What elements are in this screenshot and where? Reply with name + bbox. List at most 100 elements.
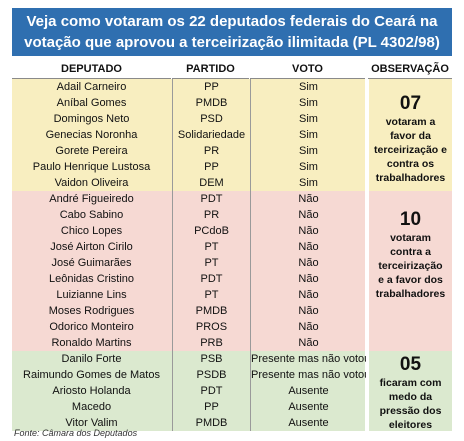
table-row: Macedo PP Ausente [12, 399, 365, 415]
contra-line: trabalhadores [375, 288, 446, 300]
deputado-cell: Ariosto Holanda [52, 385, 131, 397]
deputado-cell: Luizianne Lins [56, 289, 127, 301]
favor-line: contra os [386, 158, 435, 170]
voto-cell: Não [250, 191, 366, 207]
contra-line: e a favor dos [378, 274, 443, 286]
voto-cell: Ausente [250, 399, 366, 415]
deputado-cell: Vaidon Oliveira [54, 177, 129, 189]
partido-cell: DEM [172, 175, 250, 191]
contra-line: votaram [390, 232, 431, 244]
voto-cell: Sim [250, 175, 366, 191]
voto-cell: Sim [250, 127, 366, 143]
deputado-cell: Moses Rodrigues [48, 305, 135, 317]
voto-cell: Não [250, 271, 366, 287]
deputado-cell: Leônidas Cristino [49, 273, 134, 285]
table-row: Danilo Forte PSB Presente mas não votou [12, 351, 366, 367]
partido-cell: PMDB [172, 303, 250, 319]
table-row: Odorico Monteiro PROS Não [12, 319, 365, 335]
deputado-cell: Genecias Noronha [45, 129, 138, 141]
deputado-cell: José Airton Cirilo [50, 241, 133, 253]
deputado-cell: José Guimarães [51, 257, 132, 269]
partido-cell: Solidariedade [172, 127, 250, 143]
voto-cell: Sim [250, 143, 366, 159]
partido-cell: PSD [172, 111, 250, 127]
deputado-cell: Paulo Henrique Lustosa [32, 161, 151, 173]
partido-cell: PROS [172, 319, 250, 335]
favor-line: trabalhadores [375, 172, 446, 184]
deputado-cell: Ronaldo Martins [51, 337, 132, 349]
table-row: Genecias Noronha Solidariedade Sim [12, 127, 365, 143]
deputado-cell: Domingos Neto [53, 113, 130, 125]
deputado-cell: Aníbal Gomes [56, 97, 127, 109]
partido-cell: PP [172, 79, 250, 95]
deputado-cell: Adail Carneiro [56, 81, 127, 93]
favor-count: 07 [399, 93, 422, 114]
contra-count: 10 [399, 209, 422, 230]
partido-cell: PMDB [172, 95, 250, 111]
deputado-cell: Raimundo Gomes de Matos [23, 369, 160, 381]
header-observacao: OBSERVAÇÃO [368, 61, 452, 79]
partido-cell: PR [172, 143, 250, 159]
voto-cell: Não [250, 287, 366, 303]
favor-line: terceirização e [374, 144, 447, 156]
voto-cell: Sim [250, 95, 366, 111]
partido-cell: PDT [172, 191, 250, 207]
partido-cell: PSDB [172, 367, 250, 383]
table-row: Vaidon Oliveira DEM Sim [12, 175, 365, 191]
header-partido: PARTIDO [172, 61, 249, 79]
partido-cell: PDT [172, 383, 250, 399]
partido-cell: PSB [172, 351, 250, 367]
header-deputado: DEPUTADO [12, 61, 171, 79]
source-note: Fonte: Câmara dos Deputados [14, 428, 138, 438]
favor-line: votaram a [385, 116, 436, 128]
observation-ausente: 05 ficaram com medo da pressão dos eleit… [369, 351, 452, 431]
deputado-cell: Odorico Monteiro [49, 321, 134, 333]
voto-cell: Não [250, 335, 366, 351]
table-row: José Guimarães PT Não [12, 255, 365, 271]
voto-cell: Ausente [250, 415, 366, 431]
voto-cell: Presente mas não votou [250, 351, 366, 367]
voto-cell: Sim [250, 79, 366, 95]
partido-cell: PP [172, 159, 250, 175]
partido-cell: PMDB [172, 415, 250, 431]
table-row: Aníbal Gomes PMDB Sim [12, 95, 365, 111]
partido-cell: PT [172, 255, 250, 271]
partido-cell: PT [172, 287, 250, 303]
deputado-cell: Macedo [71, 401, 112, 413]
table-row: Ronaldo Martins PRB Não [12, 335, 365, 351]
partido-cell: PR [172, 207, 250, 223]
voto-cell: Não [250, 239, 366, 255]
observation-contra: 10 votaram contra a terceirização e a fa… [369, 191, 452, 351]
voto-cell: Não [250, 303, 366, 319]
table-row: Ariosto Holanda PDT Ausente [12, 383, 365, 399]
page-title: Veja como votaram os 22 deputados federa… [12, 8, 452, 56]
table-row: Domingos Neto PSD Sim [12, 111, 365, 127]
ausente-count: 05 [399, 354, 422, 375]
title-line-2: votação que aprovou a terceirização ilim… [24, 34, 440, 51]
table-row: Cabo Sabino PR Não [12, 207, 365, 223]
contra-line: contra a [390, 246, 431, 258]
observation-favor: 07 votaram a favor da terceirização e co… [369, 79, 452, 191]
title-line-1: Veja como votaram os 22 deputados federa… [26, 13, 438, 30]
table-row: Gorete Pereira PR Sim [12, 143, 365, 159]
table-row: Moses Rodrigues PMDB Não [12, 303, 365, 319]
table-row: Paulo Henrique Lustosa PP Sim [12, 159, 365, 175]
voto-cell: Sim [250, 159, 366, 175]
voto-cell: Ausente [250, 383, 366, 399]
partido-cell: PCdoB [172, 223, 250, 239]
contra-line: terceirização [378, 260, 443, 272]
ausente-line: medo da [388, 391, 433, 403]
partido-cell: PP [172, 399, 250, 415]
deputado-cell: Gorete Pereira [55, 145, 128, 157]
header-voto: VOTO [250, 61, 365, 79]
deputado-cell: Cabo Sabino [59, 209, 124, 221]
voto-cell: Não [250, 255, 366, 271]
ausente-line: ficaram com [379, 377, 442, 389]
deputado-cell: Vitor Valim [65, 417, 118, 429]
table-row: Vitor Valim PMDB Ausente [12, 415, 365, 431]
partido-cell: PDT [172, 271, 250, 287]
partido-cell: PRB [172, 335, 250, 351]
table-row: Adail Carneiro PP Sim [12, 79, 365, 95]
voto-cell: Não [250, 207, 366, 223]
ausente-line: eleitores [388, 419, 433, 431]
